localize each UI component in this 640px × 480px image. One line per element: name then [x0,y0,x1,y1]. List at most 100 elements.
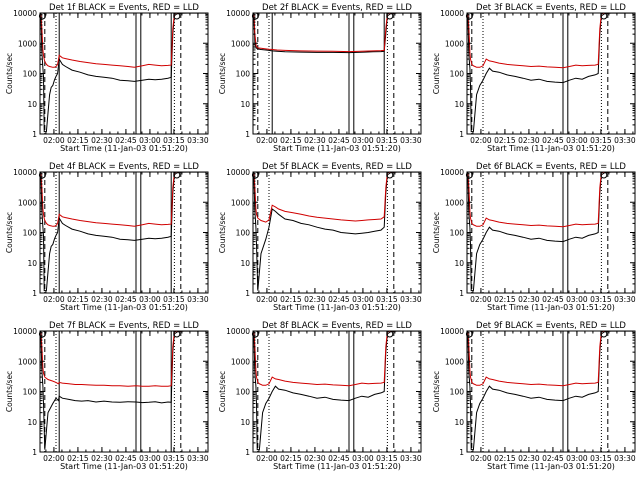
x-tick-label: 03:00 [139,454,161,463]
y-tick-label: 100 [23,229,38,238]
series-line-events [252,12,420,54]
x-tick-label: 02:30 [304,454,326,463]
x-tick-label: 02:30 [91,454,113,463]
x-tick-label: 03:30 [614,136,636,145]
series-line-lld [39,330,207,387]
x-tick-label: 02:00 [43,295,65,304]
y-tick-label: 100 [23,70,38,79]
x-tick-label: 02:15 [494,295,516,304]
x-tick-label: 02:30 [91,136,113,145]
y-tick-label: 1000 [18,198,37,207]
y-tick-label: 100 [236,70,251,79]
panel-title: Det 3f BLACK = Events, RED = LLD [476,3,626,13]
panel-title: Det 9f BLACK = Events, RED = LLD [476,321,626,331]
y-tick-label: 10 [240,418,250,427]
y-tick-label: 10 [27,418,37,427]
y-axis-label: Counts/sec [432,371,441,412]
y-tick-label: 10000 [226,168,250,177]
x-tick-label: 03:15 [590,295,612,304]
y-axis-label: Counts/sec [218,53,227,94]
x-tick-label: 03:00 [352,454,374,463]
y-tick-label: 1000 [231,39,250,48]
x-tick-label: 02:45 [328,454,350,463]
panel-title: Det 1f BLACK = Events, RED = LLD [49,3,199,13]
panel-det-3: Det 3f BLACK = Events, RED = LLD 1 10 100 10… [432,3,636,153]
y-tick-label: 10000 [440,168,464,177]
x-tick-label: 03:00 [352,136,374,145]
x-tick-label: 03:00 [566,136,588,145]
plot-frame [252,12,422,135]
y-tick-label: 1000 [18,357,37,366]
x-axis-label: Start Time (11-Jan-03 01:51:20) [273,462,401,471]
panel-title: Det 4f BLACK = Events, RED = LLD [49,162,199,172]
series-line-events [252,330,420,451]
x-tick-label: 03:30 [614,295,636,304]
x-tick-label: 02:45 [115,454,137,463]
x-tick-label: 02:00 [470,136,492,145]
x-tick-label: 02:30 [304,295,326,304]
x-tick-label: 03:15 [376,295,398,304]
x-tick-label: 02:30 [518,454,540,463]
plot-frame [39,12,209,135]
y-axis-label: Counts/sec [5,371,14,412]
y-tick-label: 10000 [440,9,464,18]
x-axis-label: Start Time (11-Jan-03 01:51:20) [273,144,401,153]
y-tick-label: 1 [32,448,37,457]
y-tick-label: 10 [27,259,37,268]
y-tick-label: 1000 [231,198,250,207]
plot-frame [252,330,422,453]
series-line-events [466,171,634,292]
y-tick-label: 10000 [440,327,464,336]
x-axis-label: Start Time (11-Jan-03 01:51:20) [487,303,615,312]
panel-title: Det 6f BLACK = Events, RED = LLD [476,162,626,172]
x-tick-label: 02:45 [115,295,137,304]
x-tick-label: 03:30 [187,295,209,304]
x-tick-label: 02:00 [43,454,65,463]
series-line-events [466,12,634,133]
y-tick-label: 10000 [13,168,37,177]
y-tick-label: 10 [454,259,464,268]
series-line-lld [39,171,207,227]
x-tick-label: 03:00 [352,295,374,304]
y-tick-label: 10 [454,100,464,109]
series-line-lld [466,12,634,69]
y-tick-label: 1 [245,289,250,298]
y-tick-label: 1 [245,130,250,139]
x-tick-label: 03:30 [187,454,209,463]
y-axis-label: Counts/sec [432,53,441,94]
x-tick-label: 02:45 [115,136,137,145]
y-tick-label: 1 [459,289,464,298]
x-tick-label: 03:15 [590,454,612,463]
series-line-events [466,330,634,451]
panel-det-2: Det 2f BLACK = Events, RED = LLD 1 10 100 10… [218,3,422,153]
x-tick-label: 03:15 [376,136,398,145]
x-tick-label: 03:15 [163,295,185,304]
plot-frame [39,330,209,453]
panel-det-4: Det 4f BLACK = Events, RED = LLD 1 10 100 10… [5,162,209,312]
x-tick-label: 02:00 [256,454,278,463]
plot-frame [252,171,422,294]
x-axis-label: Start Time (11-Jan-03 01:51:20) [60,462,188,471]
series-line-lld [466,171,634,228]
series-line-lld [466,330,634,387]
series-line-lld [252,12,420,53]
x-tick-label: 03:15 [376,454,398,463]
x-tick-label: 02:15 [67,295,89,304]
x-tick-label: 02:15 [280,454,302,463]
x-tick-label: 02:00 [43,136,65,145]
y-tick-label: 10 [240,259,250,268]
panel-title: Det 2f BLACK = Events, RED = LLD [262,3,412,13]
y-tick-label: 100 [450,388,465,397]
x-tick-label: 02:45 [542,295,564,304]
x-axis-label: Start Time (11-Jan-03 01:51:20) [487,462,615,471]
y-tick-label: 10 [240,100,250,109]
x-tick-label: 03:30 [614,454,636,463]
x-tick-label: 03:00 [566,454,588,463]
y-tick-label: 1000 [231,357,250,366]
y-axis-label: Counts/sec [5,212,14,253]
x-tick-label: 03:15 [590,136,612,145]
x-tick-label: 02:00 [256,136,278,145]
y-tick-label: 1000 [18,39,37,48]
y-tick-label: 10 [27,100,37,109]
y-tick-label: 100 [236,229,251,238]
